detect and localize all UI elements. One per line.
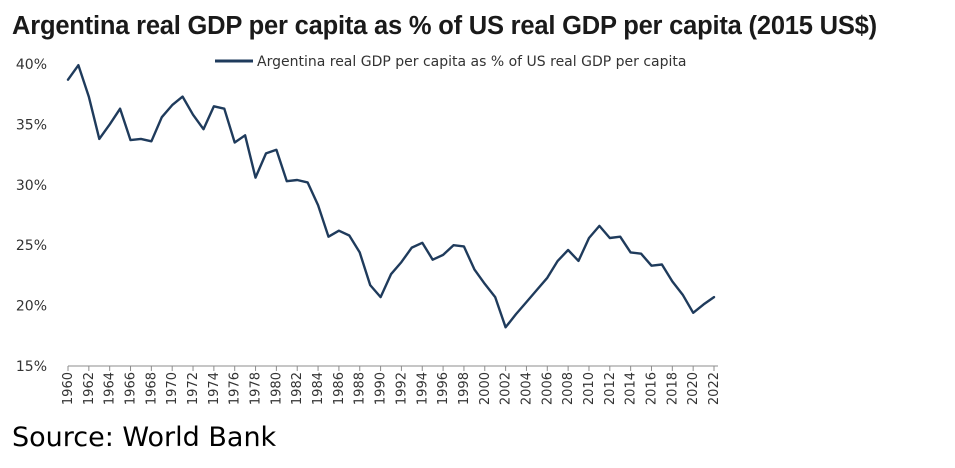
x-tick-label: 2018 [665,372,680,405]
chart-legend: Argentina real GDP per capita as % of US… [215,54,686,70]
y-tick-label: 25% [16,238,47,254]
chart-title: Argentina real GDP per capita as % of US… [12,12,877,40]
x-tick-label: 1974 [207,372,222,405]
x-tick-label: 1966 [124,372,139,405]
x-tick-label: 1980 [269,372,284,405]
x-tick-label: 1984 [311,372,326,405]
x-tick-label: 2002 [499,372,514,405]
x-tick-label: 1986 [332,372,347,405]
x-tick-label: 2010 [582,372,597,405]
y-tick-label: 30% [16,178,47,194]
x-tick-label: 2008 [561,372,576,405]
x-tick-label: 2016 [644,372,659,405]
y-tick-label: 15% [16,359,47,375]
legend-label: Argentina real GDP per capita as % of US… [257,54,686,70]
y-tick-label: 40% [16,57,47,73]
y-axis-ticks: 15% 20% 25% 30% 35% 40% [16,57,47,375]
x-tick-label: 1968 [144,372,159,405]
x-tick-label: 1962 [82,372,97,405]
x-tick-label: 1992 [394,372,409,405]
x-tick-label: 2014 [624,372,639,405]
x-tick-label: 2012 [603,372,618,405]
x-tick-label: 1982 [290,372,305,405]
x-tick-label: 1964 [103,372,118,405]
x-tick-label: 2000 [478,372,493,405]
x-tick-label: 2006 [540,372,555,405]
x-axis: 1960 1962 1964 1966 1968 1970 1972 1974 1976 1978… [61,365,722,405]
x-tick-label: 1970 [165,372,180,405]
x-tick-label: 1976 [228,372,243,405]
x-tick-label: 1972 [186,372,201,405]
series-line [66,63,716,329]
source-note: Source: World Bank [12,422,277,453]
x-tick-label: 1990 [374,372,389,405]
x-tick-label: 2004 [519,372,534,405]
x-tick-label: 1998 [457,372,472,405]
x-tick-label: 1960 [61,372,76,405]
x-tick-label: 2022 [707,372,722,405]
x-tick-label: 1988 [353,372,368,405]
y-tick-label: 20% [16,299,47,315]
x-tick-label: 1978 [249,372,264,405]
series-layer [66,63,716,329]
x-tick-label: 1994 [415,372,430,405]
y-tick-label: 35% [16,117,47,133]
x-tick-label: 2020 [686,372,701,405]
x-tick-label: 1996 [436,372,451,405]
